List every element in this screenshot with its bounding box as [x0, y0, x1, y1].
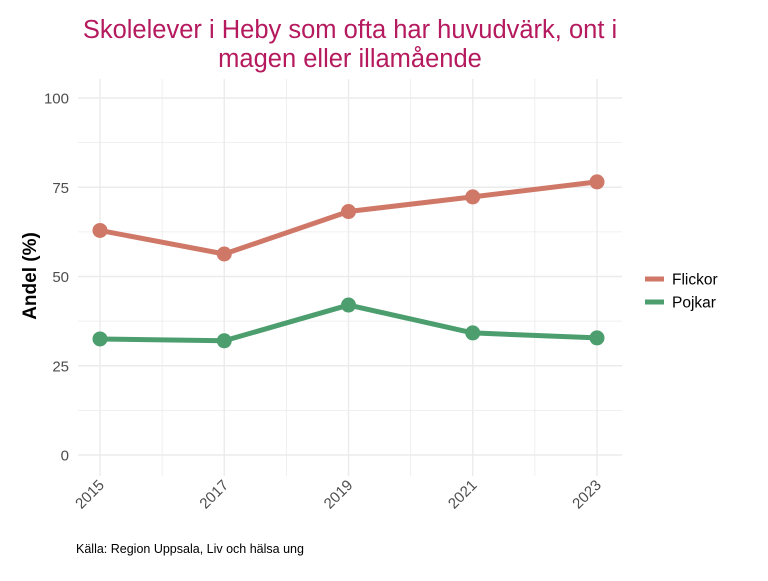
legend-label-flickor: Flickor	[672, 272, 718, 289]
y-tick-labels: 0 25 50 75 100	[44, 91, 69, 465]
legend-label-pojkar: Pojkar	[672, 295, 716, 312]
data-point-pojkar	[92, 331, 108, 347]
data-point-pojkar	[465, 325, 481, 341]
chart-title-line1: Skolelever i Heby som ofta har huvudvärk…	[83, 16, 617, 44]
data-point-flickor	[216, 246, 232, 262]
caption: Källa: Region Uppsala, Liv och hälsa ung	[76, 542, 304, 556]
data-point-flickor	[589, 174, 605, 190]
data-point-pojkar	[216, 333, 232, 349]
y-axis-label: Andel (%)	[20, 232, 41, 320]
data-point-flickor	[92, 222, 108, 238]
x-tick-label: 2015	[72, 477, 108, 513]
series	[92, 174, 605, 349]
data-point-flickor	[341, 204, 356, 220]
data-point-pojkar	[341, 297, 356, 313]
y-tick-label: 50	[52, 269, 69, 286]
chart-title-line2: magen eller illamående	[218, 45, 482, 73]
x-tick-labels: 2015 2017 2019 2021 2023	[72, 477, 605, 513]
y-tick-label: 0	[61, 448, 69, 465]
x-tick-label: 2021	[445, 477, 481, 513]
y-tick-label: 25	[52, 358, 69, 375]
grid	[78, 79, 622, 476]
x-tick-label: 2023	[569, 477, 605, 513]
y-tick-label: 75	[52, 180, 69, 197]
y-tick-label: 100	[44, 91, 69, 108]
x-tick-label: 2019	[321, 477, 357, 513]
x-tick-label: 2017	[196, 477, 232, 513]
data-point-flickor	[465, 189, 481, 205]
data-point-pojkar	[589, 330, 605, 346]
legend: Flickor Pojkar	[645, 272, 718, 312]
